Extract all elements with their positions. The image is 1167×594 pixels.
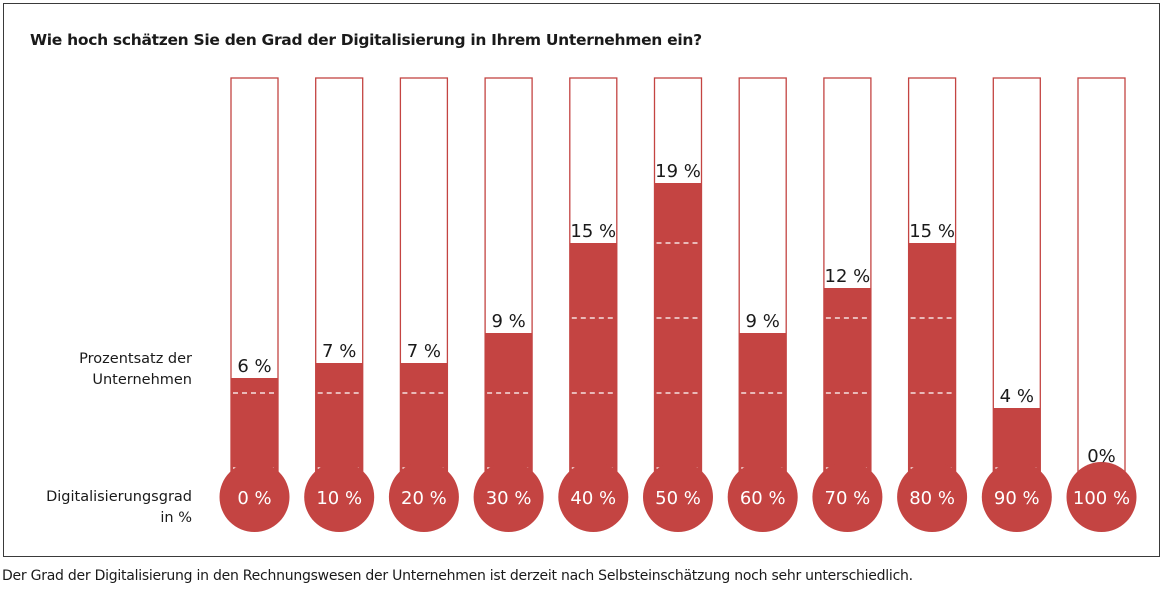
category-label: 10 % — [316, 488, 362, 509]
thermometer-fill-bar — [400, 363, 448, 474]
y-axis-label-line1: Prozentsatz der — [79, 351, 192, 367]
thermometer-fill-bar — [908, 243, 956, 474]
data-label: 19 % — [655, 161, 701, 182]
category-label: 30 % — [486, 488, 532, 509]
thermometer-bulb — [981, 462, 1052, 532]
thermometer-bulb — [1066, 462, 1137, 532]
data-label: 15 % — [570, 221, 616, 242]
category-label: 20 % — [401, 488, 447, 509]
category-label: 90 % — [994, 488, 1040, 509]
data-label: 12 % — [825, 266, 871, 287]
x-axis-label: Digitalisierungsgrad in % — [46, 487, 192, 529]
thermometer-fill-bar — [823, 288, 871, 474]
data-label: 0% — [1087, 446, 1116, 467]
thermometer-fill-bar — [654, 183, 702, 474]
thermometer-bulb — [473, 462, 544, 532]
thermometer-bulb — [812, 462, 883, 532]
thermometer-fill-bar — [569, 243, 617, 474]
chart-title: Wie hoch schätzen Sie den Grad der Digit… — [30, 31, 702, 49]
data-label: 9 % — [746, 311, 780, 332]
figure-caption: Der Grad der Digitalisierung in den Rech… — [2, 568, 913, 584]
data-label: 15 % — [909, 221, 955, 242]
thermometer-bulb — [897, 462, 968, 532]
thermometer-bulb — [388, 462, 459, 532]
thermometer-bulb — [727, 462, 798, 532]
category-label: 100 % — [1073, 488, 1130, 509]
thermometer-bulb — [219, 462, 290, 532]
category-label: 80 % — [909, 488, 955, 509]
thermometer-fill-bar — [231, 378, 278, 474]
category-label: 70 % — [825, 488, 871, 509]
category-label: 0 % — [237, 488, 271, 509]
thermometer-bulb — [304, 462, 375, 532]
x-axis-label-line1: Digitalisierungsgrad — [46, 489, 192, 505]
y-axis-label-line2: Unternehmen — [92, 372, 192, 388]
y-axis-label: Prozentsatz der Unternehmen — [79, 349, 192, 391]
thermometer-fill-bar — [485, 333, 533, 474]
data-label: 7 % — [322, 341, 356, 362]
thermometer-tube — [992, 77, 1041, 474]
data-label: 4 % — [1000, 386, 1034, 407]
thermometer-bulb — [643, 462, 713, 532]
category-label: 50 % — [655, 488, 701, 509]
data-label: 6 % — [237, 356, 271, 377]
thermometer-tube — [1077, 77, 1126, 474]
x-axis-label-line2: in % — [160, 510, 192, 526]
thermometer-fill-bar — [315, 363, 363, 474]
category-label: 60 % — [740, 488, 786, 509]
category-label: 40 % — [570, 488, 616, 509]
thermometer-fill-bar — [739, 333, 787, 474]
thermometer-bulb — [558, 462, 629, 532]
data-label: 7 % — [407, 341, 441, 362]
data-label: 9 % — [491, 311, 525, 332]
